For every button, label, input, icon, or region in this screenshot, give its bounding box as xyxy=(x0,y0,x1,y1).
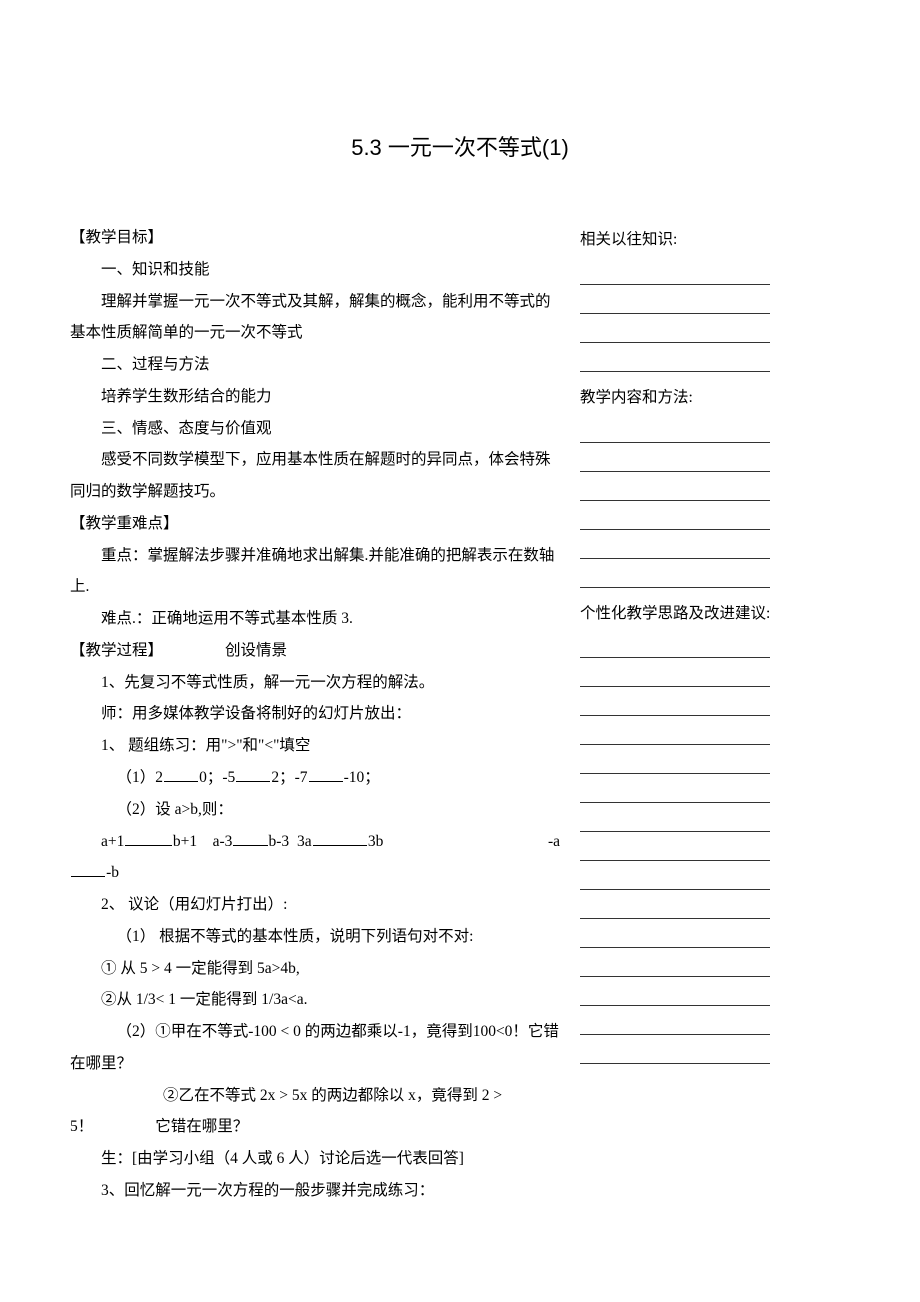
text: -b xyxy=(106,864,119,881)
note-line[interactable] xyxy=(580,831,770,832)
note-line[interactable] xyxy=(580,1063,770,1064)
paragraph-12a: ②乙在不等式 2x > 5x 的两边都除以 x，竟得到 2 > xyxy=(70,1080,560,1112)
text: -10； xyxy=(344,769,380,786)
fill-blank[interactable] xyxy=(233,832,267,846)
text: b+1 xyxy=(173,833,197,850)
paragraph-9: ① 从 5 > 4 一定能得到 5a>4b, xyxy=(70,953,560,985)
text: （1）2 xyxy=(117,769,164,786)
note-line[interactable] xyxy=(580,529,770,530)
document-title: 5.3 一元一次不等式(1) xyxy=(351,135,569,160)
note-line[interactable] xyxy=(580,313,770,314)
main-column: 【教学目标】 一、知识和技能 理解并掌握一元一次不等式及其解，解集的概念，能利用… xyxy=(70,222,560,1207)
paragraph-12b: 5！ 它错在哪里？ xyxy=(70,1111,560,1143)
difficulty-1: 重点：掌握解法步骤并准确地求出解集.并能准确的把解表示在数轴上. xyxy=(70,540,560,604)
note-line[interactable] xyxy=(580,1034,770,1035)
note-line[interactable] xyxy=(580,471,770,472)
side-column: 相关以往知识: 教学内容和方法: 个性化教学思路及改进建议: xyxy=(580,222,850,1207)
text: 3b xyxy=(368,833,384,850)
text: b-3 xyxy=(269,833,290,850)
note-line[interactable] xyxy=(580,442,770,443)
document-title-wrap: 5.3 一元一次不等式(1) xyxy=(70,130,850,162)
goal-1-title: 一、知识和技能 xyxy=(70,254,560,286)
side-heading-2: 教学内容和方法: xyxy=(580,382,850,414)
process-sub: 创设情景 xyxy=(225,642,287,659)
process-header-line: 【教学过程】 创设情景 xyxy=(70,635,560,667)
side-heading-3: 个性化教学思路及改进建议: xyxy=(580,598,850,630)
content-columns: 【教学目标】 一、知识和技能 理解并掌握一元一次不等式及其解，解集的概念，能利用… xyxy=(70,222,850,1207)
note-line[interactable] xyxy=(580,1005,770,1006)
goal-2-title: 二、过程与方法 xyxy=(70,349,560,381)
note-line[interactable] xyxy=(580,947,770,948)
text: 3a xyxy=(297,833,312,850)
paragraph-2: 师：用多媒体教学设备将制好的幻灯片放出： xyxy=(70,698,560,730)
paragraph-7: 2、 议论（用幻灯片打出）: xyxy=(70,889,560,921)
side-heading-1: 相关以往知识: xyxy=(580,224,850,256)
note-line[interactable] xyxy=(580,558,770,559)
note-line[interactable] xyxy=(580,918,770,919)
note-line[interactable] xyxy=(580,686,770,687)
paragraph-10: ②从 1/3< 1 一定能得到 1/3a<a. xyxy=(70,984,560,1016)
note-line[interactable] xyxy=(580,342,770,343)
text: a-3 xyxy=(213,833,233,850)
goal-header: 【教学目标】 xyxy=(70,222,560,254)
note-line[interactable] xyxy=(580,657,770,658)
paragraph-8: （1） 根据不等式的基本性质，说明下列语句对不对: xyxy=(70,921,560,953)
paragraph-11: （2）①甲在不等式-100 < 0 的两边都乘以-1，竟得到100<0！它错在哪… xyxy=(70,1016,560,1080)
fill-blank-line-2b: -b xyxy=(70,857,560,889)
goal-3-title: 三、情感、态度与价值观 xyxy=(70,413,560,445)
difficulty-header: 【教学重难点】 xyxy=(70,508,560,540)
note-line[interactable] xyxy=(580,500,770,501)
note-line[interactable] xyxy=(580,284,770,285)
note-line[interactable] xyxy=(580,587,770,588)
fill-blank-line-2: a+1 b+1 a-3 b-3 3a 3b -a xyxy=(70,826,560,858)
note-line[interactable] xyxy=(580,889,770,890)
note-line[interactable] xyxy=(580,802,770,803)
paragraph-14: 3、回忆解一元一次方程的一般步骤并完成练习： xyxy=(70,1175,560,1207)
difficulty-2: 难点.：正确地运用不等式基本性质 3. xyxy=(70,603,560,635)
text: 它错在哪里？ xyxy=(155,1118,248,1135)
note-line[interactable] xyxy=(580,773,770,774)
note-line[interactable] xyxy=(580,715,770,716)
goal-1-body: 理解并掌握一元一次不等式及其解，解集的概念，能利用不等式的基本性质解简单的一元一… xyxy=(70,286,560,350)
paragraph-3: 1、 题组练习：用">"和"<"填空 xyxy=(70,730,560,762)
text: a+1 xyxy=(101,833,124,850)
fill-blank-line-1: （1）2 0；-5 2；-7 -10； xyxy=(70,762,560,794)
fill-blank[interactable] xyxy=(309,768,343,782)
fill-blank[interactable] xyxy=(313,832,367,846)
text: 2；-7 xyxy=(271,769,307,786)
fill-blank[interactable] xyxy=(164,768,198,782)
fill-blank[interactable] xyxy=(71,863,105,877)
note-line[interactable] xyxy=(580,744,770,745)
process-header: 【教学过程】 xyxy=(70,642,163,659)
fill-blank[interactable] xyxy=(236,768,270,782)
note-line[interactable] xyxy=(580,860,770,861)
paragraph-1: 1、先复习不等式性质，解一元一次方程的解法。 xyxy=(70,667,560,699)
goal-2-body: 培养学生数形结合的能力 xyxy=(70,381,560,413)
note-line[interactable] xyxy=(580,976,770,977)
goal-3-body: 感受不同数学模型下，应用基本性质在解题时的异同点，体会特殊同归的数学解题技巧。 xyxy=(70,444,560,508)
text: -a xyxy=(517,826,560,858)
text: 5！ xyxy=(70,1118,93,1135)
fill-blank[interactable] xyxy=(125,832,172,846)
paragraph-5: （2）设 a>b,则： xyxy=(70,794,560,826)
paragraph-13: 生：[由学习小组（4 人或 6 人）讨论后选一代表回答] xyxy=(70,1143,560,1175)
note-line[interactable] xyxy=(580,371,770,372)
text: 0；-5 xyxy=(199,769,235,786)
